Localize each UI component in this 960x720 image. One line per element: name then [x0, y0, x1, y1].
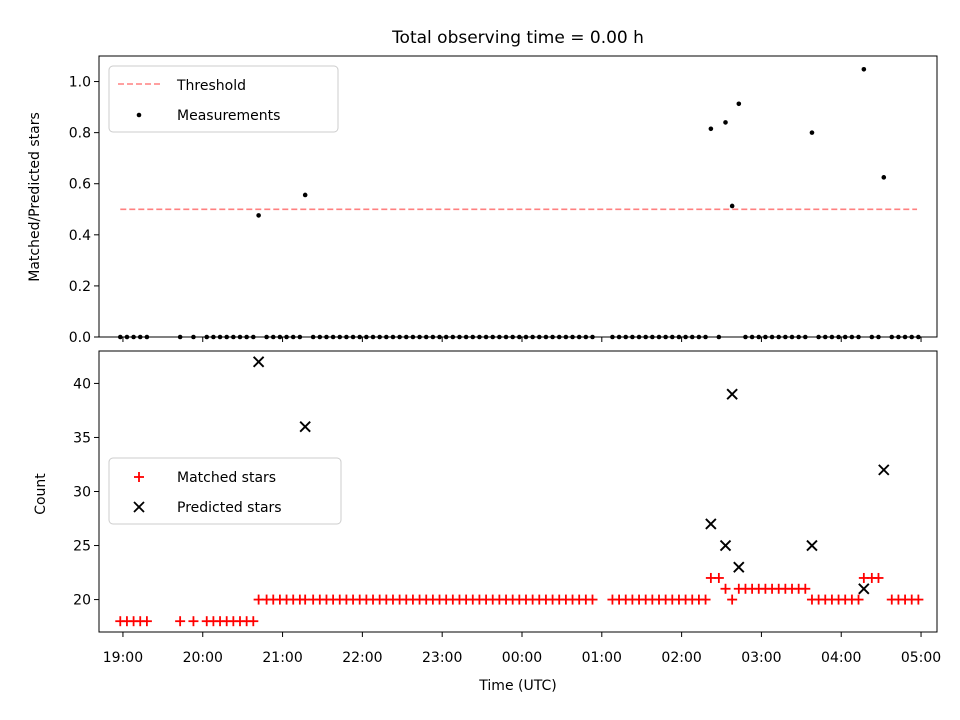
bottom-y-tick-label: 30 — [73, 485, 91, 501]
measurement-point — [881, 175, 887, 180]
matched-star-point — [727, 594, 738, 605]
bottom-legend-box — [108, 457, 342, 525]
x-tick-label: 01:00 — [582, 650, 622, 666]
predicted-stars-legend-label: Predicted stars — [177, 500, 282, 516]
top-panel-frame — [98, 55, 938, 338]
matched-star-point — [175, 616, 186, 627]
predicted-star-point — [806, 539, 818, 552]
bottom-panel-ticks: 19:00 20:00 21:00 22:00 23:00 00:00 01:00 02:00… — [73, 376, 941, 666]
top-y-tick-label: 0.8 — [69, 126, 91, 142]
bottom-y-tick-label: 35 — [73, 430, 91, 446]
measurement-point — [723, 120, 728, 125]
x-tick-label: 19:00 — [103, 650, 143, 666]
matched-star-point — [873, 572, 884, 583]
bottom-panel-marks — [115, 356, 924, 627]
x-tick-label: 23:00 — [422, 650, 462, 666]
measurement-point — [729, 203, 735, 209]
measurement-point — [861, 66, 867, 72]
bottom-y-axis-label: Count — [33, 473, 49, 515]
x-axis-label: Time (UTC) — [478, 678, 556, 694]
measurements-legend-swatch — [136, 112, 142, 118]
predicted-star-point — [878, 464, 890, 476]
x-tick-label: 04:00 — [821, 650, 861, 666]
measurement-point — [736, 101, 742, 107]
top-y-tick-label: 0.6 — [69, 177, 91, 193]
top-y-axis-label: Matched/Predicted stars — [27, 112, 43, 282]
predicted-star-point — [858, 583, 870, 595]
x-tick-label: 21:00 — [262, 650, 302, 666]
matched-star-point — [248, 616, 259, 627]
top-y-tick-label: 0.4 — [69, 228, 91, 244]
x-tick-label: 02:00 — [661, 650, 701, 666]
threshold-legend-label: Threshold — [176, 78, 246, 94]
top-legend-box — [108, 65, 339, 133]
predicted-star-point — [252, 356, 265, 368]
bottom-panel-frame — [98, 350, 938, 633]
predicted-stars-legend-swatch — [133, 501, 145, 513]
matched-star-point — [188, 616, 199, 627]
x-tick-label: 03:00 — [741, 650, 781, 666]
matched-star-point — [587, 594, 598, 605]
top-y-tick-label: 1.0 — [69, 75, 91, 91]
x-tick-label: 05:00 — [901, 650, 941, 666]
matched-star-point — [913, 594, 924, 605]
x-tick-label: 22:00 — [342, 650, 382, 666]
predicted-star-point — [705, 518, 717, 530]
predicted-star-point — [726, 388, 738, 400]
bottom-y-tick-label: 25 — [73, 539, 91, 555]
top-legend: Threshold Measurements — [108, 65, 339, 133]
matched-star-point — [141, 616, 152, 627]
measurement-point — [708, 126, 714, 132]
x-tick-label: 00:00 — [502, 650, 542, 666]
matched-star-point — [853, 594, 864, 605]
measurement-point — [256, 213, 261, 218]
predicted-star-point — [733, 561, 745, 573]
matched-stars-legend-label: Matched stars — [177, 470, 276, 486]
x-tick-label: 20:00 — [183, 650, 223, 666]
matched-star-point — [700, 594, 711, 605]
measurement-point — [302, 192, 308, 198]
matched-stars-legend-swatch — [134, 472, 144, 482]
matched-star-point — [713, 572, 724, 583]
bottom-legend: Matched stars Predicted stars — [108, 457, 342, 525]
top-y-tick-label: 0.2 — [69, 279, 91, 295]
measurements-legend-label: Measurements — [177, 108, 280, 124]
bottom-y-tick-label: 20 — [73, 593, 91, 609]
bottom-y-tick-label: 40 — [73, 376, 91, 392]
predicted-star-point — [719, 539, 732, 552]
matched-star-point — [720, 583, 731, 594]
top-panel-ticks: 0.0 0.2 0.4 0.6 0.8 1.0 — [69, 75, 922, 346]
top-panel-marks — [117, 66, 921, 340]
measurement-point — [809, 130, 815, 135]
matched-star-point — [800, 583, 811, 594]
predicted-star-point — [299, 420, 311, 433]
top-y-tick-label: 0.0 — [69, 330, 91, 346]
chart-title: Total observing time = 0.00 h — [391, 28, 644, 48]
